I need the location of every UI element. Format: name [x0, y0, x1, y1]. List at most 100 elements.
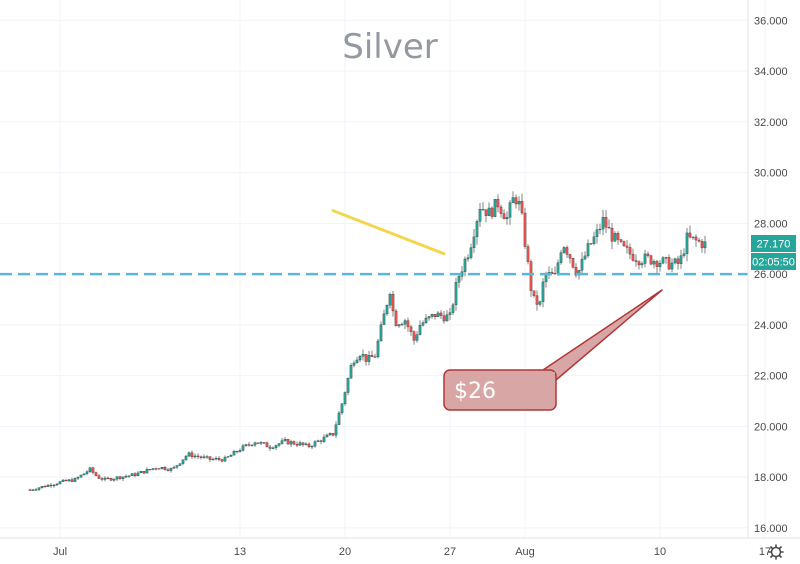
candle-body: [310, 446, 314, 448]
trend-line[interactable]: [331, 209, 446, 256]
candle-body: [169, 468, 173, 471]
y-tick-label: 18.000: [754, 472, 788, 484]
candle-body: [412, 331, 416, 341]
price-axis[interactable]: 16.000 18.000 20.000 22.000 24.000 26.000 28.0…: [754, 15, 788, 535]
candle-body: [532, 290, 536, 296]
candle-body: [409, 326, 413, 332]
candle-body: [559, 252, 563, 263]
candle-body: [415, 334, 419, 341]
candle-body: [517, 201, 521, 205]
y-tick-label: 30.000: [754, 168, 788, 180]
candle-body: [565, 247, 569, 255]
candle-body: [442, 315, 446, 322]
candle-body: [37, 487, 41, 490]
candle-body: [628, 247, 632, 255]
price-callout: $26: [443, 289, 663, 411]
candle-body: [268, 446, 272, 449]
candle-body: [145, 469, 149, 474]
candle-body: [136, 472, 140, 476]
candle-body: [481, 209, 485, 211]
candle-body: [100, 478, 104, 480]
candle-body: [583, 255, 587, 260]
candle-body: [256, 442, 260, 444]
candle-body: [106, 477, 110, 479]
candle-body: [172, 466, 176, 469]
candle-body: [493, 199, 497, 217]
candle-body: [625, 245, 629, 248]
candle-body: [661, 257, 665, 264]
candle-body: [562, 247, 566, 253]
candle-body: [616, 233, 620, 240]
candle-body: [703, 241, 707, 249]
candle-body: [436, 312, 440, 318]
candle-body: [337, 412, 341, 425]
candle-body: [589, 243, 593, 245]
gear-icon[interactable]: [768, 544, 784, 560]
candle-body: [403, 320, 407, 325]
candle-body: [166, 469, 170, 471]
candle-body: [289, 441, 293, 445]
candle-body: [448, 312, 452, 315]
candle-body: [181, 459, 185, 464]
candle-body: [127, 475, 131, 477]
candle-body: [526, 246, 530, 262]
candle-body: [529, 261, 533, 291]
y-tick-label: 26.000: [754, 269, 788, 281]
candle-body: [139, 471, 143, 474]
y-tick-label: 22.000: [754, 371, 788, 383]
candle-body: [664, 257, 668, 259]
candle-body: [511, 197, 515, 203]
candle-body: [610, 228, 614, 242]
candle-body: [94, 472, 98, 476]
candle-body: [649, 255, 653, 265]
candle-body: [178, 463, 182, 466]
candle-body: [646, 253, 650, 256]
candle-body: [595, 229, 599, 237]
candle-body: [85, 471, 89, 474]
candle-body: [607, 227, 611, 229]
candle-body: [82, 473, 86, 476]
candle-body: [244, 444, 248, 446]
candle-body: [622, 241, 626, 247]
candle-body: [679, 255, 683, 264]
candle-body: [280, 440, 284, 444]
candle-body: [319, 440, 323, 442]
candle-body: [250, 444, 254, 446]
candle-body: [223, 457, 227, 462]
candle-body: [124, 476, 128, 478]
candle-body: [685, 232, 689, 254]
last-price-tag: 27.170: [757, 239, 791, 251]
candle-body: [655, 261, 659, 267]
x-tick-label: 17: [759, 546, 771, 558]
candle-body: [694, 236, 698, 241]
chart-title: Silver: [342, 27, 438, 67]
candle-body: [427, 316, 431, 319]
candle-body: [253, 442, 257, 446]
candle-body: [154, 468, 158, 470]
candle-body: [484, 209, 488, 216]
candle-body: [217, 458, 221, 460]
candle-body: [556, 262, 560, 274]
candle-body: [163, 467, 167, 470]
candle-body: [235, 451, 239, 453]
candle-body: [298, 442, 302, 446]
candle-body: [61, 479, 65, 482]
candle-body: [70, 479, 74, 482]
candle-body: [142, 471, 146, 474]
time-axis[interactable]: Jul132027Aug101724: [53, 546, 800, 558]
candle-body: [229, 454, 233, 457]
candle-body: [316, 440, 320, 442]
last-price-tag-bg: [751, 235, 796, 252]
candle-body: [619, 239, 623, 242]
x-tick-label: Aug: [515, 546, 535, 558]
candle-body: [421, 322, 425, 326]
candlestick-series: [28, 191, 707, 492]
candle-body: [637, 261, 641, 266]
candle-body: [58, 481, 62, 485]
y-tick-label: 20.000: [754, 421, 788, 433]
candle-body: [67, 479, 71, 482]
candle-body: [112, 478, 116, 481]
candle-body: [673, 258, 677, 264]
y-tick-label: 16.000: [754, 523, 788, 535]
